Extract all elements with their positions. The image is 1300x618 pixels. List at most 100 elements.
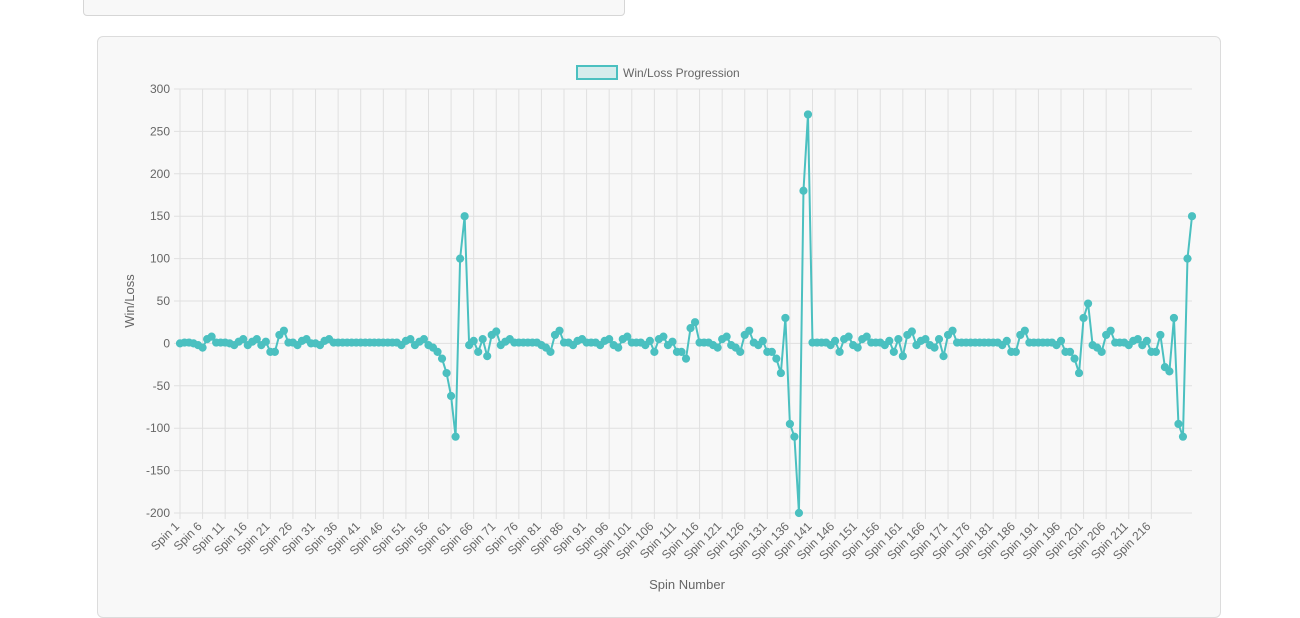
data-point[interactable] [1151, 347, 1160, 356]
data-point[interactable] [713, 343, 722, 352]
data-point[interactable] [270, 347, 279, 356]
data-point[interactable] [1106, 326, 1115, 335]
data-point[interactable] [239, 335, 248, 344]
data-point[interactable] [803, 110, 813, 119]
y-tick-label: 150 [150, 209, 170, 223]
data-point[interactable] [1097, 347, 1106, 356]
data-point[interactable] [776, 368, 785, 378]
data-point[interactable] [650, 347, 659, 356]
data-point[interactable] [1165, 367, 1174, 376]
data-point[interactable] [1056, 336, 1066, 345]
data-point[interactable] [252, 335, 261, 344]
data-point[interactable] [736, 347, 745, 356]
data-point[interactable] [889, 347, 898, 356]
legend[interactable]: Win/Loss Progression [576, 65, 740, 80]
data-point[interactable] [862, 332, 871, 341]
legend-label[interactable]: Win/Loss Progression [623, 66, 740, 80]
data-point[interactable] [1070, 354, 1079, 363]
data-point[interactable] [261, 337, 270, 346]
data-point[interactable] [885, 336, 894, 345]
data-point[interactable] [668, 337, 677, 346]
data-point[interactable] [1183, 254, 1192, 263]
data-point[interactable] [677, 347, 686, 356]
data-point[interactable] [799, 186, 808, 195]
data-point[interactable] [456, 254, 465, 263]
data-point[interactable] [207, 332, 216, 341]
data-point[interactable] [939, 352, 948, 361]
data-point[interactable] [1187, 212, 1197, 221]
y-tick-label: 0 [163, 336, 170, 350]
data-point[interactable] [460, 212, 469, 221]
data-point[interactable] [451, 432, 460, 441]
data-point[interactable] [437, 354, 447, 363]
x-axis-title: Spin Number [649, 577, 726, 592]
data-point[interactable] [781, 313, 790, 323]
y-axis-ticks: 300 250 200 150 100 50 0 -50 -100 -150 -200 [146, 82, 170, 520]
data-point[interactable] [1079, 313, 1088, 323]
data-point[interactable] [555, 326, 564, 335]
data-point[interactable] [921, 335, 930, 344]
data-point[interactable] [934, 335, 944, 344]
data-point[interactable] [474, 347, 483, 356]
data-point[interactable] [853, 343, 862, 352]
data-point[interactable] [492, 327, 501, 336]
data-point[interactable] [907, 327, 916, 336]
data-point[interactable] [835, 347, 844, 356]
data-point[interactable] [785, 419, 795, 429]
data-point[interactable] [1156, 330, 1165, 340]
data-point[interactable] [790, 432, 799, 441]
data-point[interactable] [645, 336, 654, 345]
data-point[interactable] [478, 335, 487, 344]
legend-swatch[interactable] [576, 65, 618, 80]
data-point[interactable] [894, 335, 903, 344]
data-point[interactable] [659, 332, 668, 341]
data-point[interactable] [469, 336, 478, 345]
data-point[interactable] [1020, 326, 1029, 335]
data-point[interactable] [1083, 299, 1093, 308]
data-points [175, 110, 1197, 518]
data-point[interactable] [1074, 368, 1084, 378]
data-point[interactable] [686, 324, 695, 333]
data-point[interactable] [546, 347, 555, 356]
data-point[interactable] [198, 343, 207, 352]
data-point[interactable] [767, 347, 776, 356]
data-point[interactable] [433, 347, 442, 356]
data-point[interactable] [442, 368, 451, 378]
data-point[interactable] [1142, 336, 1151, 345]
y-tick-label: 300 [150, 82, 170, 96]
top-panel [83, 0, 625, 16]
data-point[interactable] [1011, 347, 1020, 356]
data-point[interactable] [898, 352, 907, 361]
data-point[interactable] [722, 332, 731, 341]
data-point[interactable] [623, 332, 632, 341]
data-point[interactable] [758, 336, 767, 345]
data-point[interactable] [279, 326, 289, 335]
data-point[interactable] [483, 352, 492, 361]
data-point[interactable] [745, 326, 754, 335]
data-point[interactable] [1133, 335, 1142, 344]
y-tick-label: 250 [150, 124, 170, 138]
data-point[interactable] [681, 354, 691, 363]
data-point[interactable] [772, 354, 781, 363]
data-point[interactable] [614, 343, 623, 352]
data-point[interactable] [1178, 432, 1188, 441]
data-point[interactable] [1065, 347, 1075, 356]
data-point[interactable] [419, 335, 429, 344]
y-tick-label: 100 [150, 252, 170, 266]
data-point[interactable] [406, 335, 415, 344]
data-point[interactable] [830, 336, 840, 345]
data-point[interactable] [930, 343, 939, 352]
data-point[interactable] [1002, 336, 1011, 345]
data-point[interactable] [690, 318, 700, 327]
y-tick-label: -100 [146, 421, 170, 435]
chart-card: 300 250 200 150 100 50 0 -50 -100 -150 -200 Spin 1… [97, 36, 1221, 618]
data-point[interactable] [844, 332, 853, 341]
data-point[interactable] [948, 326, 957, 335]
data-point[interactable] [446, 391, 456, 401]
data-point[interactable] [794, 508, 804, 518]
data-point[interactable] [605, 335, 614, 344]
y-tick-label: 200 [150, 167, 170, 181]
data-point[interactable] [1169, 313, 1179, 323]
y-tick-label: -150 [146, 464, 170, 478]
data-point[interactable] [1174, 419, 1183, 429]
